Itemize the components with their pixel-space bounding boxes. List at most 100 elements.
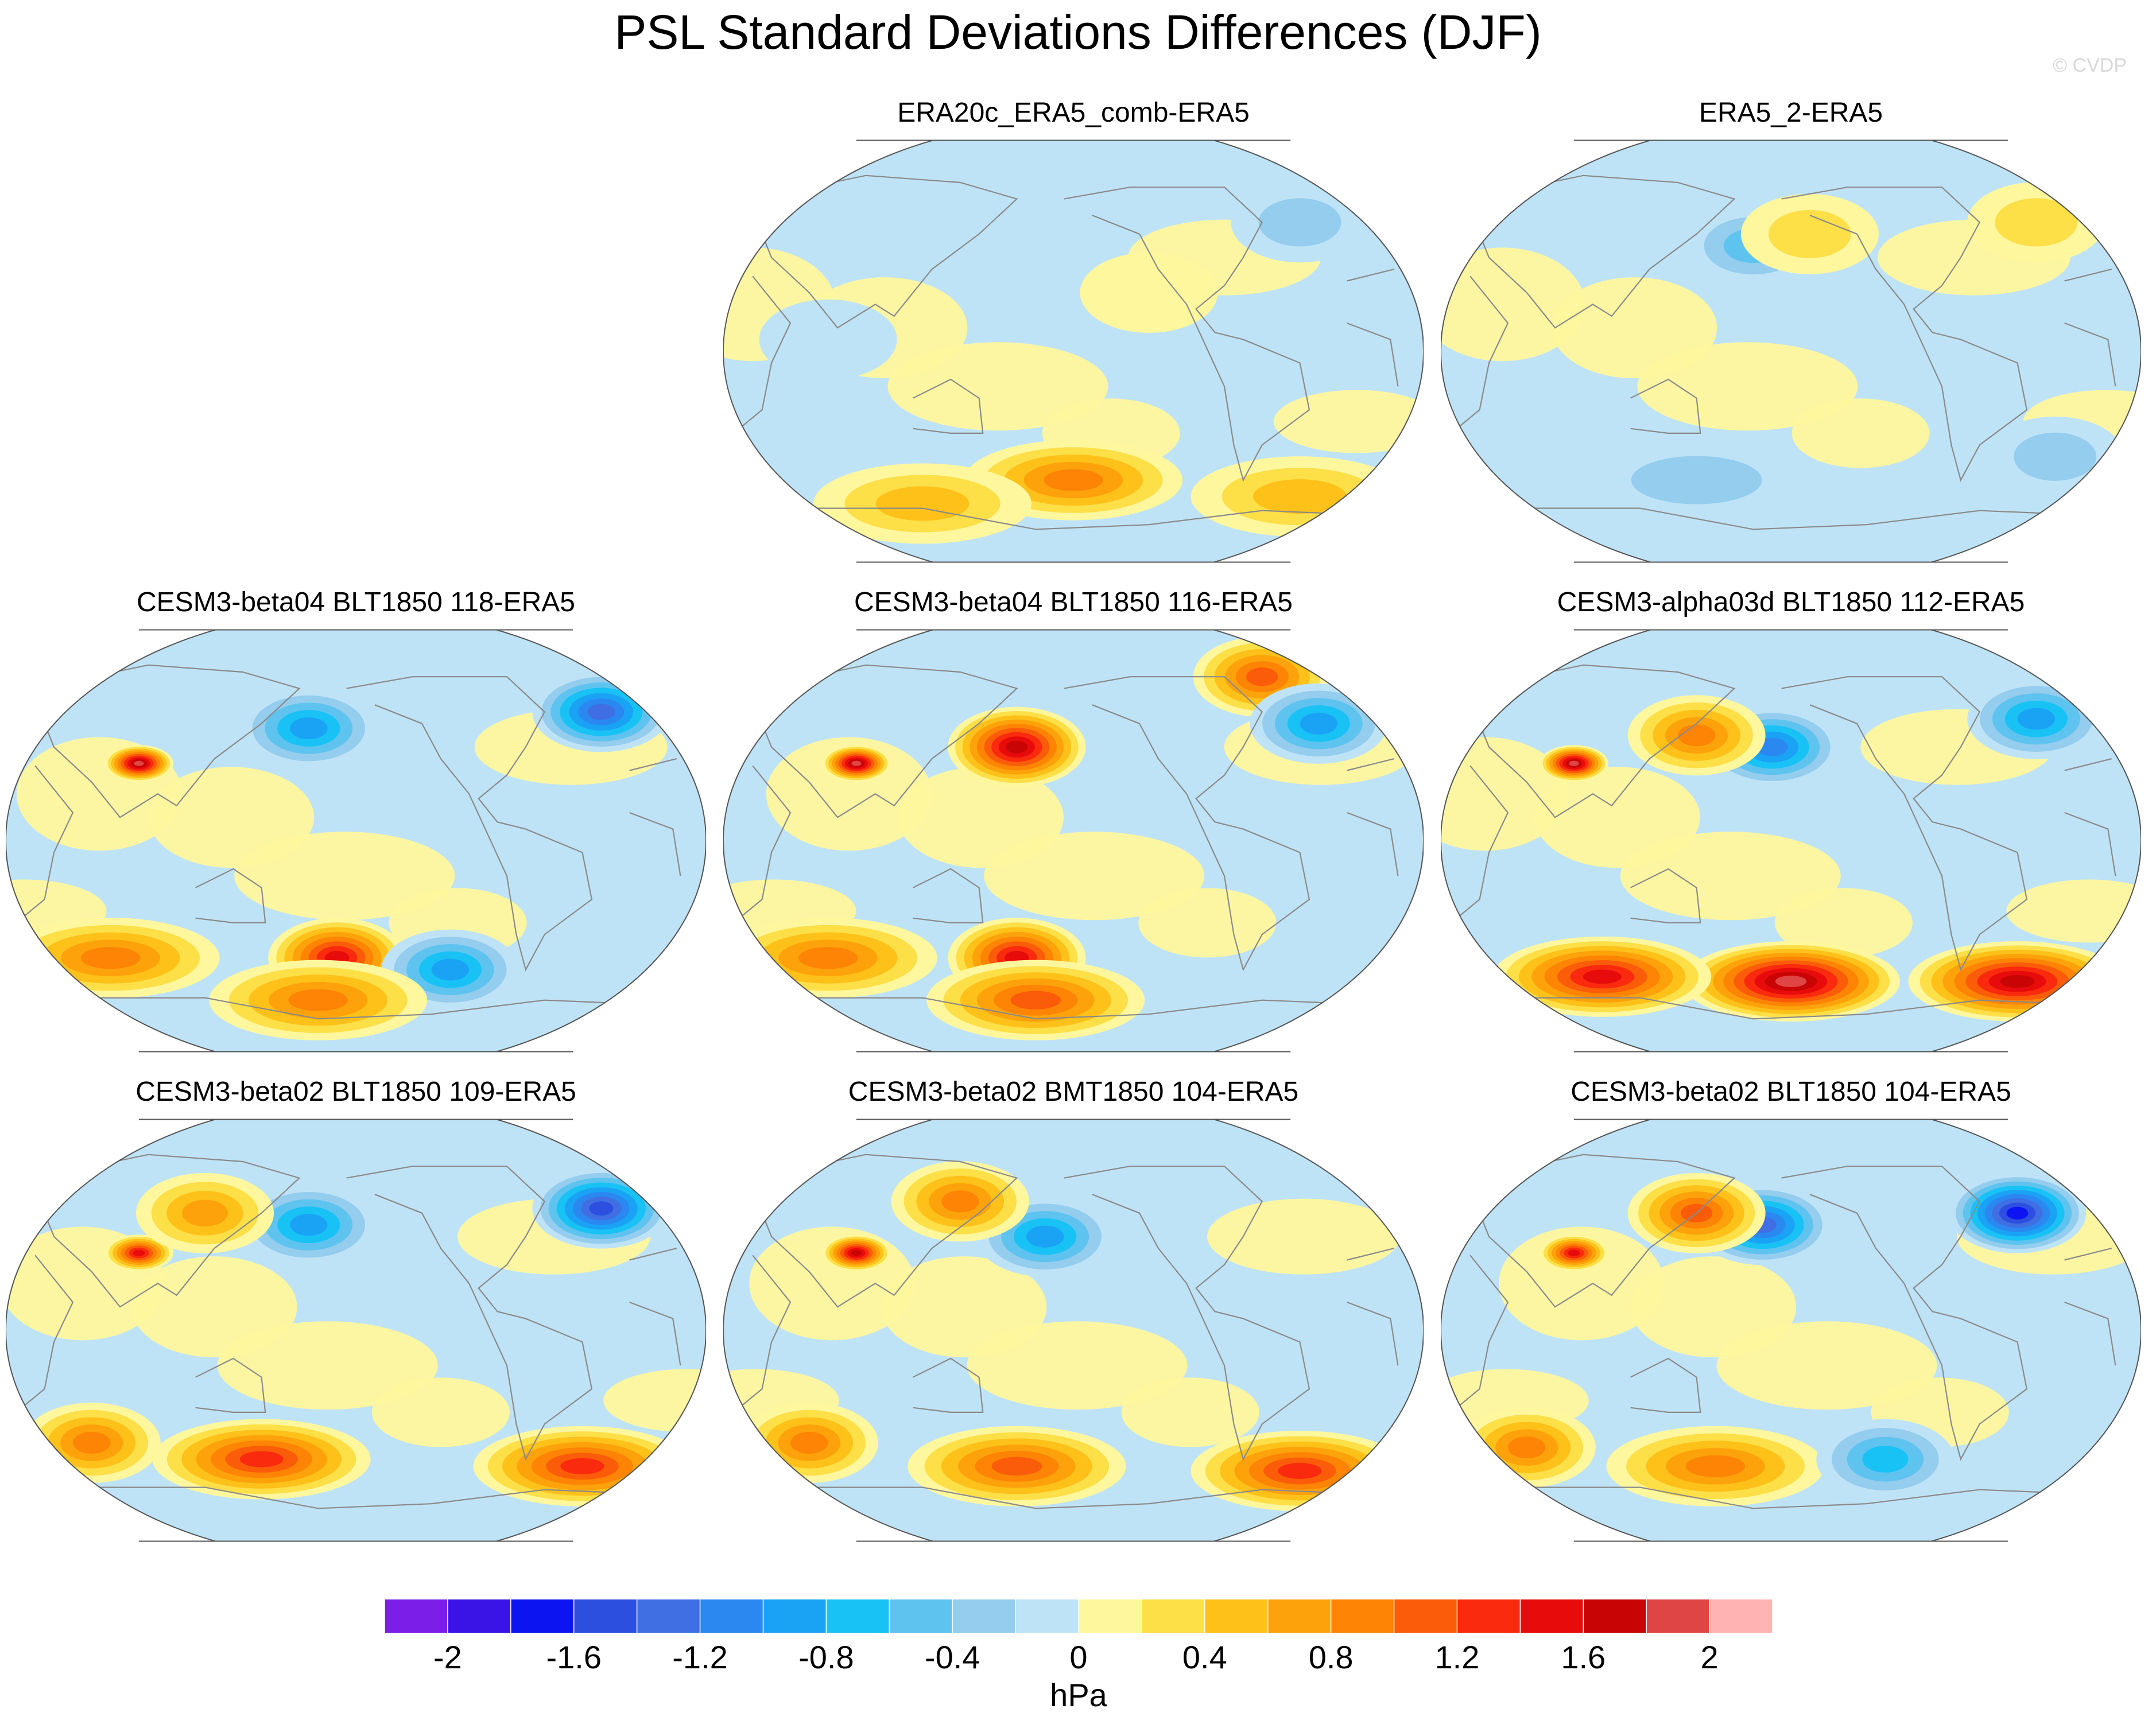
contour-southern-ocean-band (991, 1457, 1042, 1476)
contour-east-asia (182, 1199, 228, 1227)
coastline (1781, 1166, 2028, 1461)
contour-south-indian (1508, 1436, 1546, 1459)
contour-south-atlantic (2014, 432, 2097, 481)
contour-east-asia (941, 1190, 979, 1213)
weak-positive-region (234, 832, 455, 921)
weak-positive-region (149, 767, 315, 868)
colorbar-tick-label: -0.8 (798, 1639, 854, 1675)
panel-title: CESM3-beta04 BLT1850 118-ERA5 (137, 587, 575, 618)
coastline (1630, 1357, 1701, 1413)
colorbar-swatch (447, 1599, 511, 1633)
colorbar-swatch (1394, 1599, 1457, 1633)
coastline (1451, 758, 2116, 923)
contour-southern-ocean-band (239, 1451, 284, 1467)
weak-positive-region (1138, 888, 1277, 958)
coastline (733, 269, 1399, 434)
coastline (91, 997, 658, 1020)
contour-north-pacific (1026, 1225, 1064, 1248)
map-panel-beta02-blt-104: CESM3-beta02 BLT1850 104-ERA5 (1441, 1077, 2141, 1542)
weak-positive-region (1631, 1256, 1797, 1358)
contour-north-atlantic (1300, 712, 1338, 735)
colorbar-tick-label: 1.6 (1561, 1639, 1606, 1675)
contour-arctic (6, 638, 94, 706)
coastline (1781, 676, 2028, 972)
coastline (1451, 269, 2116, 434)
weak-positive-region (1274, 390, 1424, 453)
contour-north-pacific (290, 717, 328, 740)
coastline (913, 378, 984, 434)
colorbar-tick-label: -1.2 (672, 1639, 728, 1675)
weak-positive-region (1552, 277, 1717, 379)
colorbar-swatch (1204, 1599, 1269, 1633)
watermark: © CVDP (2053, 55, 2127, 76)
coastline (1469, 174, 1736, 329)
contour-north-atlantic (2006, 1206, 2029, 1220)
coastline (1630, 868, 1701, 923)
contour-greenland (1246, 667, 1278, 686)
weak-positive-region (217, 1321, 438, 1410)
colorbar-swatch (763, 1599, 827, 1633)
colorbar-swatch (700, 1599, 763, 1633)
colorbar-tick-label: -1.6 (546, 1639, 602, 1675)
contour-southern-ocean-band (875, 486, 970, 521)
coastline (809, 997, 1376, 1020)
contour-arctic (723, 1136, 778, 1187)
coastline (34, 664, 301, 818)
contour-tropical-indian (759, 299, 897, 380)
colorbar-swatch (637, 1599, 701, 1633)
panel-title: CESM3-beta04 BLT1850 116-ERA5 (854, 587, 1293, 618)
contour-amundsen-sea (1862, 1446, 1909, 1473)
coastline (913, 868, 984, 923)
colorbar-swatch (573, 1599, 638, 1633)
panel-title: CESM3-alpha03d BLT1850 112-ERA5 (1557, 587, 2025, 618)
map-panel-beta04-118: CESM3-beta04 BLT1850 118-ERA5 (6, 587, 706, 1053)
coastline (195, 868, 266, 923)
colorbar-tick-label: -0.4 (925, 1639, 980, 1675)
contour-arctic (723, 1128, 790, 1195)
contour-arctic (736, 662, 769, 682)
coastlines (1451, 174, 2116, 530)
contour-tibetan-plateau (1568, 1249, 1580, 1256)
colorbar-swatch (889, 1599, 953, 1633)
weak-positive-region (1534, 767, 1700, 868)
weak-positive-region (1775, 888, 1913, 958)
map-panel-era20c: ERA20c_ERA5_comb-ERA5 (723, 98, 1424, 563)
colorbar-tick-label: 1.2 (1435, 1639, 1480, 1675)
contour-antarctic-coast (1010, 991, 1061, 1009)
contour-arctic (9, 657, 62, 688)
map-panel-beta02-109: CESM3-beta02 BLT1850 109-ERA5 (6, 1077, 706, 1542)
coastline (733, 1248, 1399, 1413)
coastline (1064, 187, 1310, 482)
contour-tibetan-plateau (851, 1250, 862, 1256)
weak-positive-region (898, 767, 1064, 868)
coastlines (733, 1154, 1399, 1509)
contour-east-pacific (1080, 252, 1218, 333)
coastline (15, 1248, 681, 1413)
coastline (1469, 664, 1736, 818)
contour-southern-ocean-pacific (1044, 469, 1103, 491)
contour-arctic (723, 632, 822, 712)
contour-southern-ocean-atlantic (2000, 974, 2035, 988)
weak-positive-region (984, 832, 1205, 921)
coastline (733, 758, 1399, 923)
contour-north-pacific (1006, 740, 1028, 754)
contour-arctic (723, 644, 801, 700)
weak-positive-region (887, 342, 1108, 431)
coastline (346, 1166, 593, 1461)
coastlines (15, 664, 681, 1020)
coastline (1630, 378, 1701, 434)
contour-arctic (19, 662, 51, 682)
contour-arctic (6, 650, 72, 694)
colorbar-tick-label: 0.4 (1182, 1639, 1227, 1675)
colorbar-swatch (1331, 1599, 1395, 1633)
colorbar-swatch (1267, 1599, 1332, 1633)
coastlines (733, 664, 1399, 1020)
weak-positive-region (1716, 1321, 1937, 1410)
contour-arctic (723, 650, 790, 694)
contour-gulf-of-alaska (1768, 209, 1851, 258)
figure-title: PSL Standard Deviations Differences (DJF… (614, 5, 1541, 59)
coastline (1526, 507, 2093, 530)
contour-southern-ocean (1631, 456, 1762, 504)
contour-tibetan-plateau (134, 760, 144, 766)
